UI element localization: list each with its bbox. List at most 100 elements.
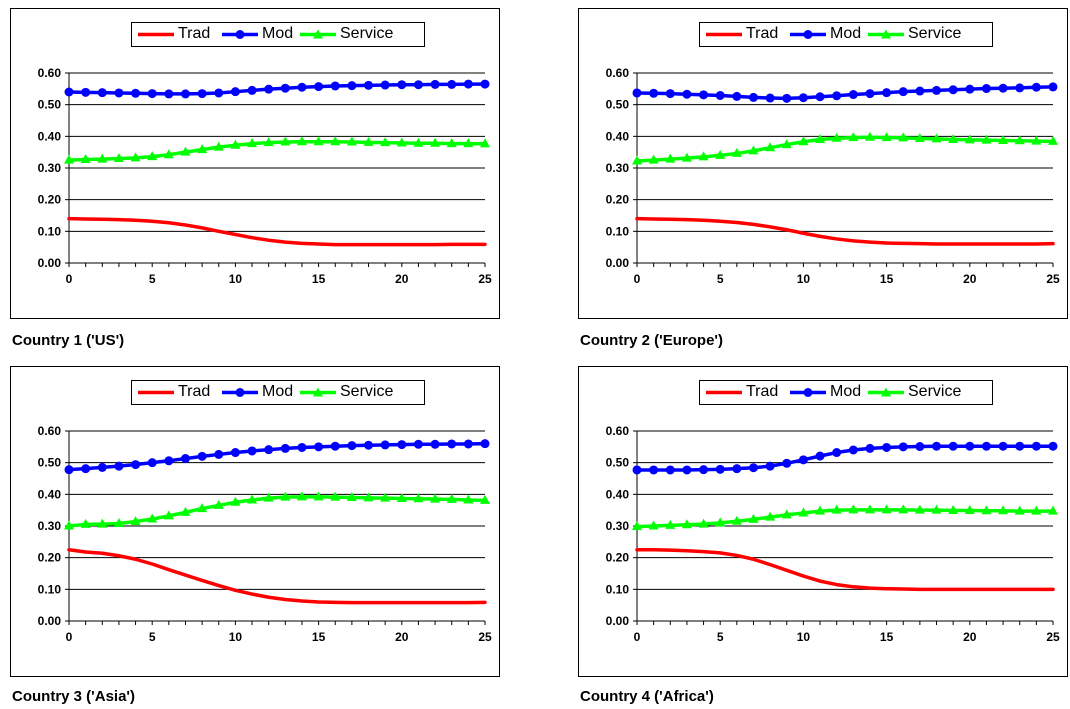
y-tick-label: 0.10: [606, 224, 630, 238]
data-point-service: [480, 138, 490, 148]
data-point-mod: [932, 441, 942, 451]
data-point-mod: [64, 465, 74, 475]
data-point-mod: [430, 439, 440, 449]
data-point-service: [864, 504, 875, 514]
series-line-service: [635, 508, 1055, 529]
data-point-service: [731, 147, 742, 157]
data-point-service: [147, 513, 158, 523]
legend-item-trad: Trad: [136, 23, 216, 46]
data-point-service: [964, 134, 975, 144]
data-point-service: [64, 154, 74, 164]
data-point-mod: [314, 82, 324, 92]
data-point-service: [632, 521, 642, 531]
data-point-mod: [164, 456, 174, 466]
data-point-service: [430, 493, 441, 503]
data-point-service: [998, 505, 1009, 515]
chart-1-caption: Country 1 ('US'): [12, 332, 125, 349]
legend-item-service: Service: [298, 23, 420, 46]
data-point-service: [948, 504, 959, 514]
series-line-service: [67, 139, 487, 162]
x-tick-label: 20: [395, 630, 409, 644]
legend-label-service: Service: [340, 383, 394, 400]
x-tick-label: 15: [312, 272, 326, 286]
data-point-mod: [463, 79, 473, 89]
data-point-service: [80, 153, 91, 163]
y-tick-label: 0.30: [38, 161, 62, 175]
data-point-service: [230, 496, 241, 506]
chart-3-legend: Trad Mod Service: [131, 380, 425, 405]
data-point-mod: [247, 85, 257, 95]
data-point-service: [213, 499, 224, 509]
data-point-mod: [715, 464, 725, 474]
x-tick-label: 5: [149, 630, 156, 644]
data-point-service: [648, 520, 659, 530]
series-line-trad: [67, 216, 487, 247]
data-point-mod: [782, 93, 792, 103]
y-tick-label: 0.20: [38, 551, 62, 565]
data-point-service: [430, 137, 441, 147]
data-point-service: [1014, 135, 1025, 145]
y-tick-label: 0.00: [38, 256, 62, 270]
legend-item-service: Service: [866, 23, 988, 46]
data-point-mod: [965, 441, 975, 451]
x-tick-label: 0: [66, 272, 73, 286]
y-tick-label: 0.50: [38, 456, 62, 470]
legend-item-trad: Trad: [136, 381, 216, 404]
data-point-mod: [480, 439, 490, 449]
data-point-service: [1031, 135, 1042, 145]
data-point-mod: [632, 88, 642, 98]
y-tick-label: 0.60: [38, 424, 62, 438]
data-point-service: [1048, 505, 1058, 515]
y-tick-label: 0.40: [606, 129, 630, 143]
data-point-mod: [214, 449, 224, 459]
data-point-mod: [147, 458, 157, 468]
data-point-service: [446, 493, 457, 503]
data-point-service: [815, 505, 826, 515]
x-tick-label: 10: [229, 630, 243, 644]
y-tick-label: 0.00: [38, 614, 62, 628]
data-point-service: [1031, 505, 1042, 515]
chart-panel-1: 0.00 0.10 0.20 0.30 0.40 0.50 0.60 0 5 10 15 20 25 T…: [10, 8, 500, 319]
y-tick-label: 0.30: [606, 161, 630, 175]
data-point-mod: [832, 448, 842, 458]
x-tick-label: 20: [395, 272, 409, 286]
data-point-mod: [413, 439, 423, 449]
data-point-mod: [782, 458, 792, 468]
data-point-service: [380, 492, 391, 502]
x-tick-label: 15: [312, 630, 326, 644]
data-point-service: [97, 518, 108, 528]
data-point-service: [798, 507, 809, 517]
y-tick-label: 0.30: [606, 519, 630, 533]
y-tick-label: 0.10: [38, 582, 62, 596]
data-point-service: [263, 137, 274, 147]
legend-label-service: Service: [340, 25, 394, 42]
data-point-service: [715, 517, 726, 527]
data-point-service: [313, 491, 324, 501]
data-point-service: [681, 152, 692, 162]
data-point-service: [296, 491, 307, 501]
data-point-service: [948, 134, 959, 143]
data-point-mod: [264, 445, 274, 455]
data-point-service: [798, 136, 809, 146]
chart-4-plot: 0.00 0.10 0.20 0.30 0.40 0.50 0.60 0 5 10 15 20 25: [606, 424, 1060, 644]
legend-item-service: Service: [298, 381, 420, 404]
data-point-mod: [347, 441, 357, 451]
data-point-mod: [649, 88, 659, 98]
data-point-service: [881, 504, 892, 514]
legend-item-service: Service: [866, 381, 988, 404]
chart-1-legend: Trad Mod Service: [131, 22, 425, 47]
data-point-service: [864, 131, 875, 141]
x-tick-label: 25: [478, 630, 492, 644]
data-point-service: [681, 519, 692, 529]
data-point-mod: [882, 442, 892, 452]
data-point-mod: [380, 80, 390, 90]
data-point-mod: [715, 90, 725, 100]
legend-label-service: Service: [908, 25, 962, 42]
data-point-mod: [280, 443, 290, 453]
data-point-service: [914, 504, 925, 514]
legend-label-trad: Trad: [178, 383, 211, 400]
data-point-service: [964, 504, 975, 514]
data-point-service: [64, 520, 74, 530]
data-point-mod: [214, 88, 224, 98]
x-tick-label: 0: [66, 630, 73, 644]
